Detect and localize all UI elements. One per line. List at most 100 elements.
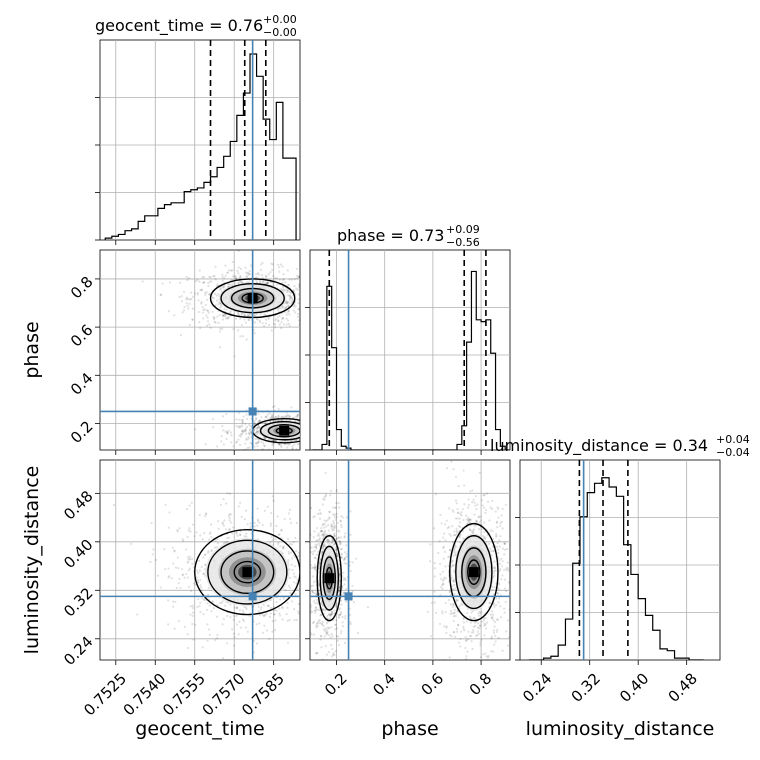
scatter-point bbox=[215, 546, 218, 549]
scatter-point bbox=[496, 506, 499, 509]
scatter-point bbox=[497, 636, 500, 640]
scatter-point bbox=[304, 432, 306, 434]
scatter-point bbox=[255, 642, 259, 645]
scatter-point bbox=[181, 573, 184, 576]
scatter-point bbox=[201, 281, 204, 284]
scatter-point bbox=[307, 433, 309, 435]
scatter-point bbox=[229, 431, 233, 434]
scatter-point bbox=[454, 553, 457, 556]
scatter-point bbox=[321, 427, 323, 429]
scatter-point bbox=[334, 628, 337, 631]
scatter-point bbox=[452, 619, 455, 623]
scatter-point bbox=[324, 666, 326, 668]
scatter-point bbox=[445, 626, 448, 629]
scatter-point bbox=[316, 445, 318, 447]
scatter-point bbox=[241, 424, 244, 427]
scatter-point bbox=[318, 431, 320, 433]
scatter-point bbox=[271, 668, 273, 670]
scatter-point bbox=[267, 281, 270, 284]
scatter-point bbox=[314, 593, 317, 596]
scatter-point bbox=[280, 444, 283, 447]
scatter-point bbox=[509, 527, 510, 530]
scatter-point bbox=[292, 572, 295, 575]
scatter-point bbox=[258, 280, 261, 283]
scatter-point bbox=[465, 639, 468, 642]
scatter-point bbox=[185, 296, 188, 299]
scatter-point bbox=[241, 421, 244, 424]
scatter-point bbox=[336, 553, 339, 556]
scatter-point bbox=[491, 499, 494, 503]
scatter-point bbox=[259, 608, 262, 611]
scatter-point bbox=[305, 424, 307, 426]
scatter-point bbox=[272, 605, 275, 609]
scatter-point bbox=[181, 311, 184, 314]
scatter-point bbox=[283, 443, 286, 446]
scatter-point bbox=[256, 437, 259, 440]
scatter-point bbox=[295, 521, 298, 524]
scatter-point bbox=[273, 613, 276, 616]
scatter-point bbox=[297, 283, 300, 286]
title-geocent-time-plus: +0.00 bbox=[263, 13, 297, 26]
scatter-point bbox=[283, 440, 286, 443]
scatter-point bbox=[173, 549, 176, 552]
scatter-point bbox=[303, 576, 305, 578]
scatter-point bbox=[342, 577, 345, 580]
scatter-point bbox=[284, 589, 287, 592]
scatter-point bbox=[286, 302, 289, 305]
scatter-point bbox=[475, 634, 478, 637]
scatter-point bbox=[459, 637, 462, 641]
scatter-point bbox=[478, 627, 481, 630]
scatter-point bbox=[338, 540, 341, 543]
scatter-point bbox=[467, 516, 470, 519]
scatter-point bbox=[444, 601, 447, 605]
scatter-point bbox=[205, 513, 208, 516]
scatter-point bbox=[329, 636, 332, 639]
scatter-point bbox=[503, 548, 507, 551]
scatter-point bbox=[302, 428, 304, 430]
scatter-point bbox=[164, 503, 167, 507]
scatter-point bbox=[199, 534, 202, 537]
scatter-point bbox=[316, 622, 319, 625]
scatter-point bbox=[321, 529, 324, 533]
scatter-point bbox=[246, 630, 249, 633]
scatter-point bbox=[459, 513, 462, 516]
scatter-point bbox=[304, 293, 306, 295]
scatter-point bbox=[294, 593, 297, 596]
scatter-point bbox=[516, 522, 518, 524]
scatter-point bbox=[273, 628, 277, 632]
scatter-point bbox=[248, 431, 251, 434]
scatter-point bbox=[183, 625, 186, 628]
scatter-point bbox=[319, 442, 321, 444]
scatter-point bbox=[262, 437, 266, 440]
scatter-point bbox=[259, 313, 262, 316]
scatter-point bbox=[477, 516, 480, 519]
scatter-point bbox=[239, 274, 242, 278]
scatter-point bbox=[322, 608, 325, 612]
scatter-point bbox=[343, 557, 346, 561]
scatter-point bbox=[223, 313, 226, 316]
scatter-point bbox=[277, 263, 280, 266]
scatter-point bbox=[221, 314, 225, 317]
scatter-point bbox=[467, 520, 470, 524]
scatter-point bbox=[469, 634, 473, 638]
scatter-point bbox=[474, 504, 477, 507]
scatter-point bbox=[287, 538, 290, 541]
scatter-point bbox=[297, 612, 300, 615]
scatter-point bbox=[265, 318, 268, 321]
scatter-point bbox=[285, 313, 288, 316]
scatter-point bbox=[315, 545, 318, 548]
scatter-point bbox=[296, 277, 299, 280]
scatter-point bbox=[197, 310, 200, 314]
scatter-point bbox=[339, 520, 342, 523]
scatter-point bbox=[329, 613, 332, 616]
scatter-point bbox=[235, 277, 238, 280]
scatter-point bbox=[202, 572, 205, 575]
scatter-point bbox=[182, 539, 185, 542]
scatter-point bbox=[350, 572, 352, 574]
scatter-point bbox=[325, 631, 328, 634]
scatter-point bbox=[281, 440, 284, 443]
scatter-point bbox=[195, 531, 198, 534]
scatter-point bbox=[286, 269, 289, 272]
scatter-point bbox=[241, 419, 244, 422]
scatter-point bbox=[307, 422, 309, 424]
